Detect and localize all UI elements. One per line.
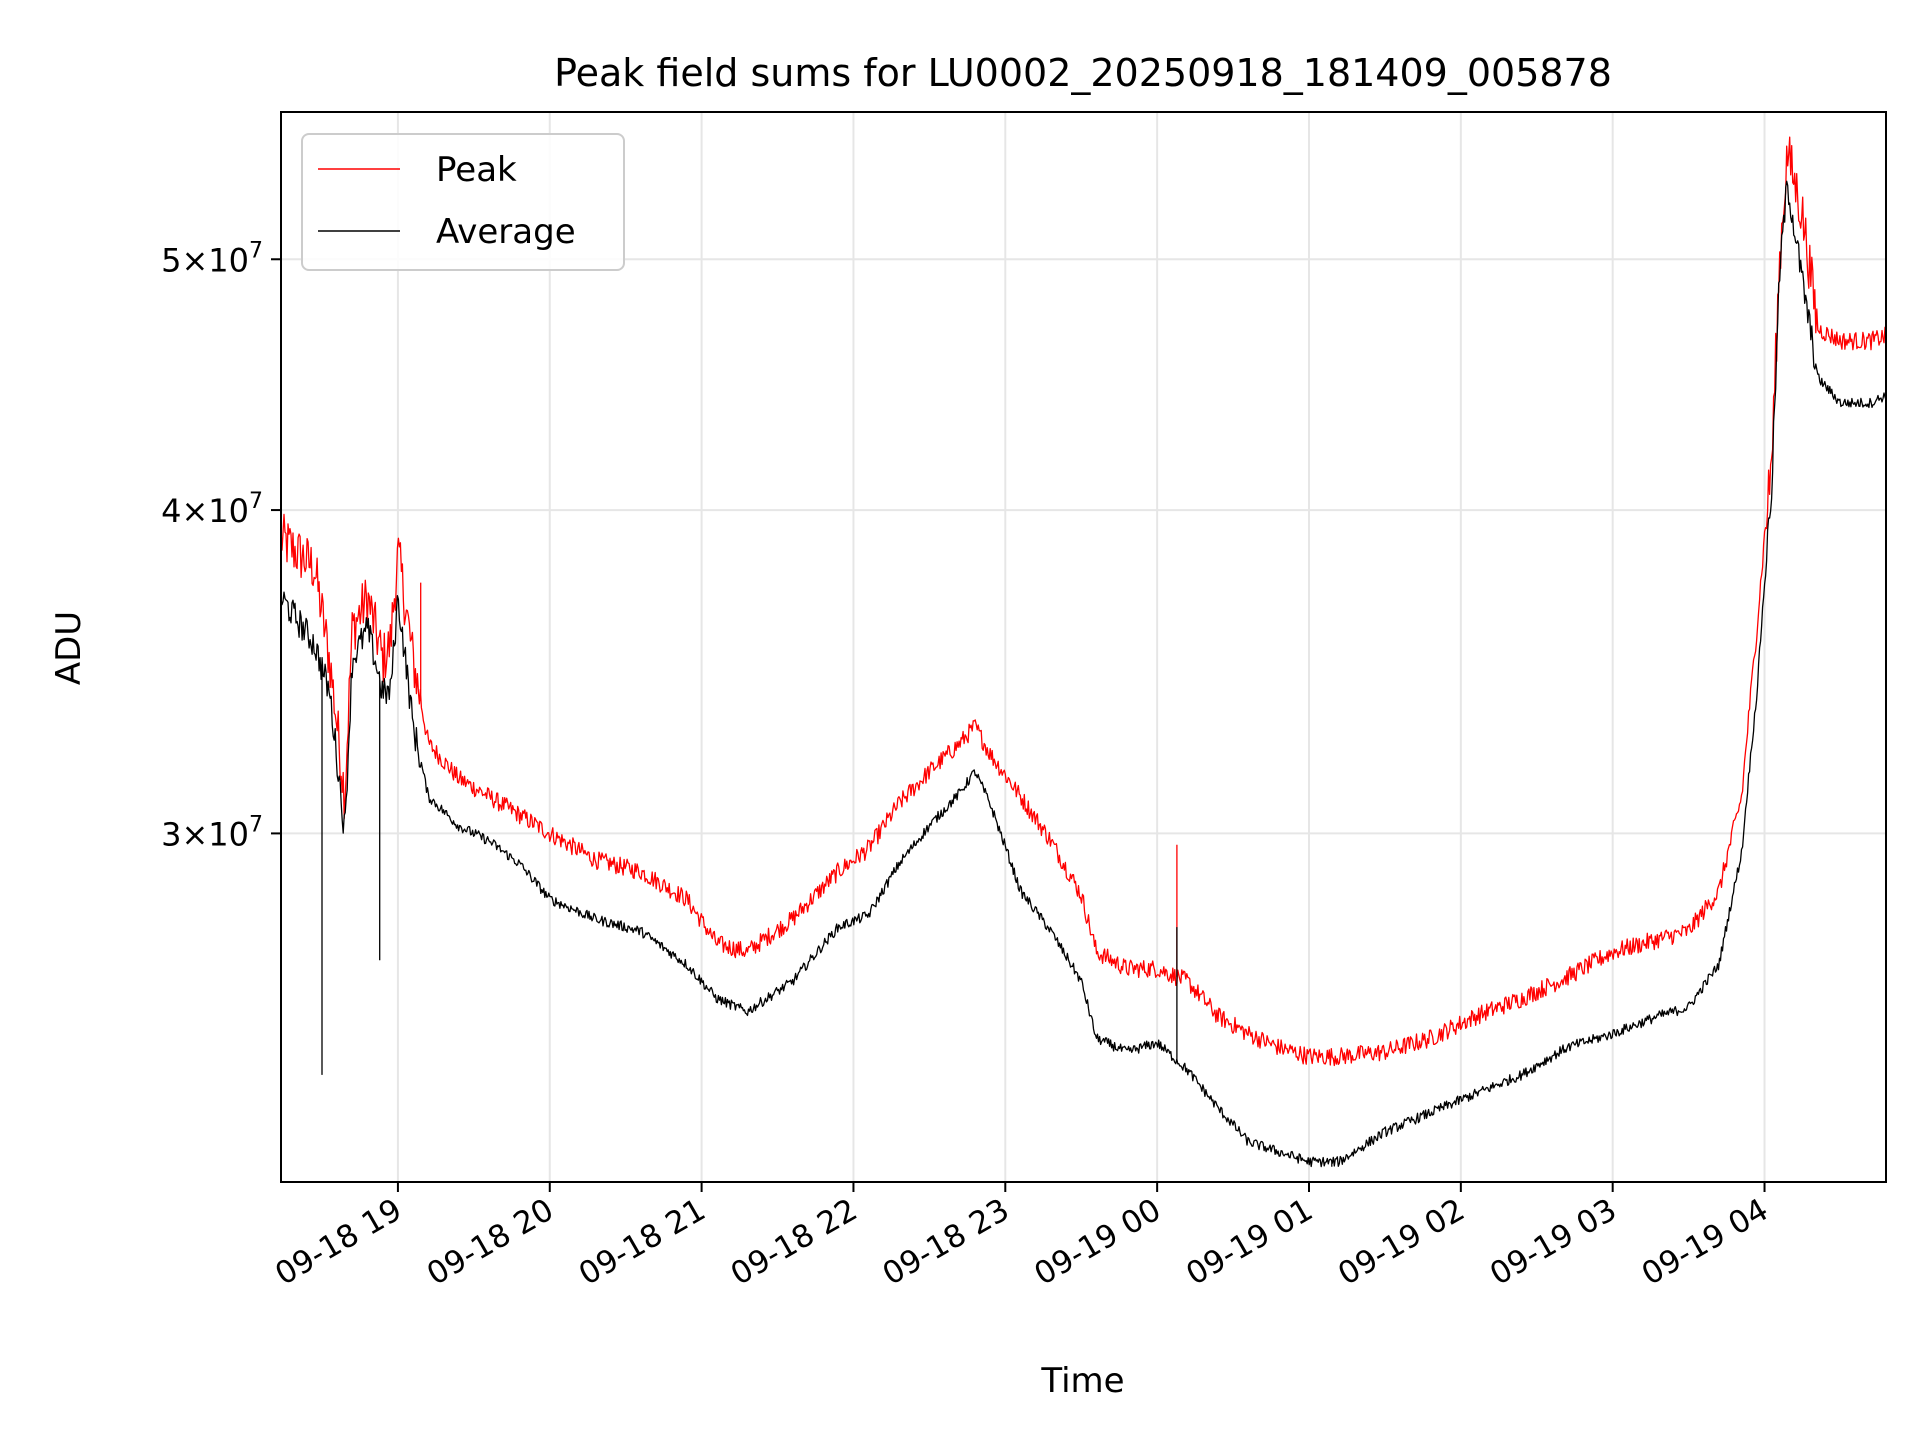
legend-label-peak: Peak — [436, 150, 517, 190]
series-layer — [281, 136, 1886, 1168]
y-tick-label: 5×107 — [161, 238, 263, 279]
legend-label-average: Average — [436, 212, 576, 252]
series-line-average — [281, 180, 1886, 1168]
y-tick-label: 4×107 — [161, 489, 263, 530]
legend: Peak Average — [301, 133, 625, 271]
legend-box — [301, 133, 625, 271]
chart-title: Peak field sums for LU0002_20250918_1814… — [554, 51, 1612, 95]
y-axis-label: ADU — [49, 611, 89, 685]
y-tick-label: 3×107 — [161, 812, 263, 853]
x-axis-label: Time — [1040, 1361, 1124, 1401]
plot-frame — [280, 111, 1887, 1183]
grid — [281, 112, 1886, 1182]
